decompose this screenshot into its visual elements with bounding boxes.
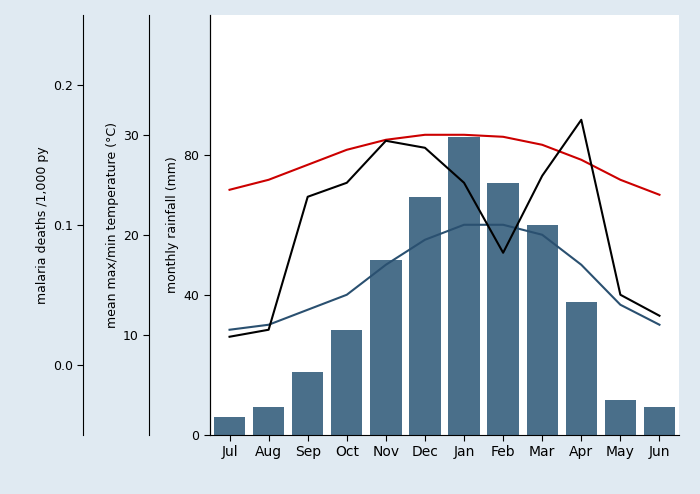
Bar [644,407,675,435]
Bar [410,197,440,435]
Bar [487,183,519,435]
Y-axis label: malaria deaths /1,000 py: malaria deaths /1,000 py [36,146,49,304]
Bar [331,330,363,435]
Bar [253,407,284,435]
Bar [605,400,636,435]
Bar [566,302,597,435]
Bar [526,225,558,435]
Bar [449,137,480,435]
Bar [292,372,323,435]
Bar [370,260,402,435]
Y-axis label: mean max/min temperature (°C): mean max/min temperature (°C) [106,122,118,328]
Bar [214,417,245,435]
Y-axis label: monthly rainfall (mm): monthly rainfall (mm) [167,157,179,293]
